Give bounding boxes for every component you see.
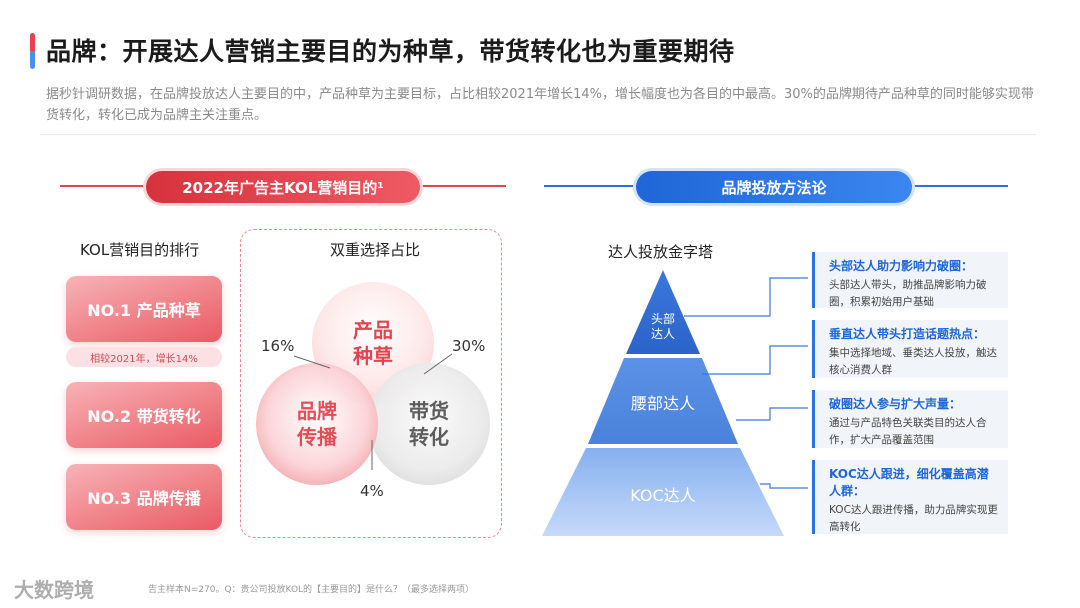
divider — [40, 134, 1036, 135]
page-subtitle: 据秒针调研数据，在品牌投放达人主要目的中，产品种草为主要目标，占比相较2021年… — [46, 87, 1034, 123]
ranking-heading: KOL营销目的排行 — [80, 241, 200, 259]
venn-circle-brand-communication: 品牌 传播 — [256, 363, 378, 485]
venn-circle-sales-conversion: 带货 转化 — [368, 363, 490, 485]
rank-card-3: NO.3 品牌传播 — [66, 464, 222, 530]
info-desc: KOC达人跟进传播，助力品牌实现更高转化 — [829, 504, 998, 533]
info-box-crossover-kol: 破圈达人参与扩大声量： 通过与产品特色关联类目的达人合作，扩大产品覆盖范围 — [812, 390, 1008, 448]
page-title: 品牌：开展达人营销主要目的为种草，带货转化也为重要期待 — [46, 37, 735, 66]
footnote: 告主样本N=270。Q：贵公司投放KOL的【主要目的】是什么？（最多选择两项） — [148, 585, 475, 595]
venn-pct-bottom: 4% — [360, 482, 384, 500]
pyramid-level-top: 头部 达人 — [650, 312, 675, 341]
info-title: 破圈达人参与扩大声量： — [829, 397, 962, 411]
left-section-pill: 2022年广告主KOL营销目的¹ — [146, 171, 420, 203]
info-title: KOC达人跟进，细化覆盖高潜人群： — [829, 467, 989, 498]
right-section-pill: 品牌投放方法论 — [636, 171, 912, 203]
info-title: 头部达人助力影响力破圈： — [829, 259, 974, 273]
title-accent-bar — [30, 33, 35, 69]
rank-card-1: NO.1 产品种草 — [66, 276, 222, 342]
pyramid-level-middle: 腰部达人 — [630, 394, 695, 413]
venn-heading: 双重选择占比 — [330, 241, 421, 259]
info-title: 垂直达人带头打造话题热点： — [829, 327, 986, 341]
info-box-koc: KOC达人跟进，细化覆盖高潜人群： KOC达人跟进传播，助力品牌实现更高转化 — [812, 460, 1008, 534]
pyramid-level-bottom: KOC达人 — [630, 486, 696, 505]
info-desc: 头部达人带头，助推品牌影响力破圈，积累初始用户基础 — [829, 279, 987, 308]
venn-circle-product-seeding: 产品 种草 — [312, 282, 434, 404]
venn-pct-right: 30% — [452, 337, 486, 355]
pyramid-heading: 达人投放金字塔 — [608, 243, 714, 261]
watermark: 大数跨境 — [14, 578, 94, 602]
venn-container — [240, 229, 502, 538]
rank-card-2: NO.2 带货转化 — [66, 382, 222, 448]
info-box-top-kol: 头部达人助力影响力破圈： 头部达人带头，助推品牌影响力破圈，积累初始用户基础 — [812, 252, 1008, 308]
info-desc: 集中选择地域、垂类达人投放，触达核心消费人群 — [829, 347, 997, 376]
info-desc: 通过与产品特色关联类目的达人合作，扩大产品覆盖范围 — [829, 417, 987, 446]
venn-pct-left: 16% — [261, 337, 295, 355]
info-box-vertical-kol: 垂直达人带头打造话题热点： 集中选择地域、垂类达人投放，触达核心消费人群 — [812, 320, 1008, 378]
rank-note: 相较2021年，增长14% — [66, 347, 222, 367]
